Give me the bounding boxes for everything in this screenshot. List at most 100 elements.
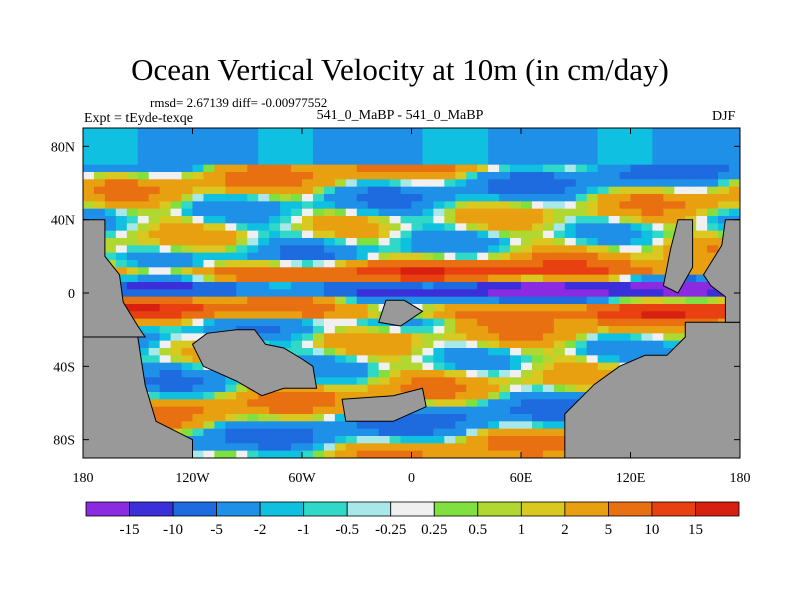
field-cell [597, 318, 610, 327]
field-cell [663, 164, 675, 173]
field-cell [553, 318, 566, 327]
field-cell [181, 340, 194, 349]
field-cell [586, 128, 599, 136]
field-cell [477, 436, 489, 444]
field-cell [521, 348, 533, 356]
field-cell [247, 414, 259, 422]
field-cell [521, 179, 533, 188]
field-cell [291, 318, 303, 327]
field-cell [334, 282, 347, 290]
field-cell [148, 208, 161, 217]
field-cell [488, 135, 500, 144]
field-cell [455, 436, 467, 444]
field-cell [312, 150, 325, 158]
field-cell [575, 333, 588, 342]
field-cell [531, 340, 544, 349]
field-cell [729, 157, 740, 166]
field-cell [247, 304, 259, 312]
field-cell [181, 296, 194, 305]
field-cell [345, 421, 358, 430]
field-cell [531, 223, 544, 232]
field-cell [159, 208, 172, 217]
field-cell [367, 238, 380, 246]
field-cell [247, 267, 259, 276]
field-cell [542, 450, 555, 458]
field-cell [137, 260, 150, 268]
field-cell [280, 296, 292, 305]
field-cell [553, 414, 566, 422]
field-cell [93, 142, 106, 151]
field-cell [521, 406, 533, 415]
field-cell [247, 274, 259, 283]
field-cell [521, 392, 533, 400]
field-cell [93, 157, 106, 166]
field-cell [444, 311, 456, 320]
field-cell [553, 333, 566, 342]
field-cell [531, 245, 544, 254]
field-cell [466, 230, 478, 239]
field-cell [159, 340, 172, 349]
field-cell [444, 377, 456, 386]
field-cell [367, 443, 380, 452]
field-cell [531, 392, 544, 400]
field-cell [192, 245, 205, 254]
field-cell [542, 399, 555, 408]
field-cell [302, 296, 314, 305]
field-cell [608, 150, 621, 158]
field-cell [444, 186, 456, 195]
field-cell [477, 179, 489, 188]
field-cell [312, 186, 325, 195]
field-cell [597, 150, 610, 158]
field-cell [302, 157, 314, 166]
field-cell [400, 340, 413, 349]
field-cell [389, 230, 402, 239]
colorbar-label: -1 [297, 522, 310, 538]
field-cell [334, 326, 347, 334]
field-cell [269, 340, 281, 349]
field-cell [707, 194, 719, 202]
field-cell [685, 282, 697, 290]
field-cell [115, 194, 128, 202]
field-cell [302, 252, 314, 261]
field-cell [586, 252, 599, 261]
field-cell [608, 172, 621, 180]
field-cell [302, 267, 314, 276]
field-cell [345, 340, 358, 349]
field-cell [367, 150, 380, 158]
field-cell [564, 216, 577, 224]
field-cell [488, 128, 500, 136]
field-cell [542, 326, 555, 334]
field-cell [258, 282, 270, 290]
field-cell [83, 128, 95, 136]
field-cell [433, 450, 445, 458]
field-cell [323, 230, 336, 239]
field-cell [159, 362, 172, 371]
field-cell [258, 428, 270, 437]
field-cell [499, 157, 511, 166]
field-cell [334, 223, 347, 232]
field-cell [488, 186, 500, 195]
field-cell [696, 135, 708, 144]
field-cell [510, 128, 522, 136]
field-cell [510, 443, 522, 452]
field-cell [269, 223, 281, 232]
field-cell [444, 414, 456, 422]
field-cell [608, 260, 621, 268]
field-cell [247, 392, 259, 400]
field-cell [433, 340, 445, 349]
field-cell [312, 245, 325, 254]
field-cell [345, 150, 358, 158]
field-cell [575, 157, 588, 166]
field-cell [553, 150, 566, 158]
field-cell [564, 260, 577, 268]
field-cell [225, 428, 237, 437]
field-cell [477, 289, 489, 298]
field-cell [433, 252, 445, 261]
field-cell [345, 384, 358, 393]
colorbar-label: 0.5 [468, 522, 487, 538]
field-cell [499, 443, 511, 452]
field-cell [148, 194, 161, 202]
field-cell [674, 186, 686, 195]
field-cell [269, 260, 281, 268]
field-cell [291, 304, 303, 312]
